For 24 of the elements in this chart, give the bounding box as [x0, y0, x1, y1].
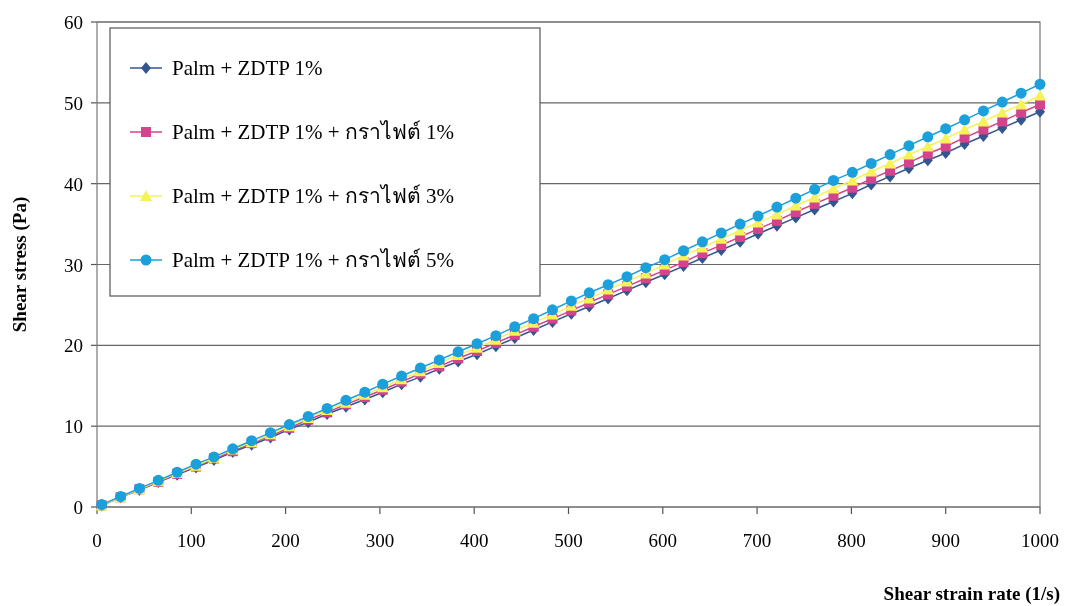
legend-label: Palm + ZDTP 1% + กราไฟต์ 5%	[172, 248, 455, 272]
y-tick-label: 40	[64, 173, 83, 195]
x-axis-title: Shear strain rate (1/s)	[883, 583, 1060, 605]
y-tick-label: 10	[64, 416, 83, 438]
x-tick-label: 200	[271, 530, 300, 551]
y-tick-label: 60	[64, 12, 83, 33]
y-tick-label: 0	[73, 497, 83, 518]
x-tick-label: 1000	[1021, 530, 1059, 551]
x-tick-label: 800	[837, 530, 866, 551]
x-tick-label: 600	[648, 530, 678, 551]
x-tick-label: 0	[92, 530, 102, 551]
x-tick-label: 700	[742, 530, 772, 551]
y-tick-label: 50	[64, 92, 83, 114]
legend-label: Palm + ZDTP 1%	[172, 56, 323, 80]
legend-label: Palm + ZDTP 1% + กราไฟต์ 3%	[172, 184, 455, 208]
y-tick-label: 30	[64, 254, 83, 276]
x-tick-label: 100	[177, 530, 206, 551]
legend-label: Palm + ZDTP 1% + กราไฟต์ 1%	[172, 120, 455, 144]
y-axis-title: Shear stress (Pa)	[9, 196, 31, 333]
x-tick-label: 900	[931, 530, 960, 551]
x-tick-label: 300	[365, 530, 395, 551]
x-tick-label: 400	[459, 530, 489, 551]
y-tick-label: 20	[64, 335, 83, 357]
x-tick-label: 500	[554, 530, 583, 551]
